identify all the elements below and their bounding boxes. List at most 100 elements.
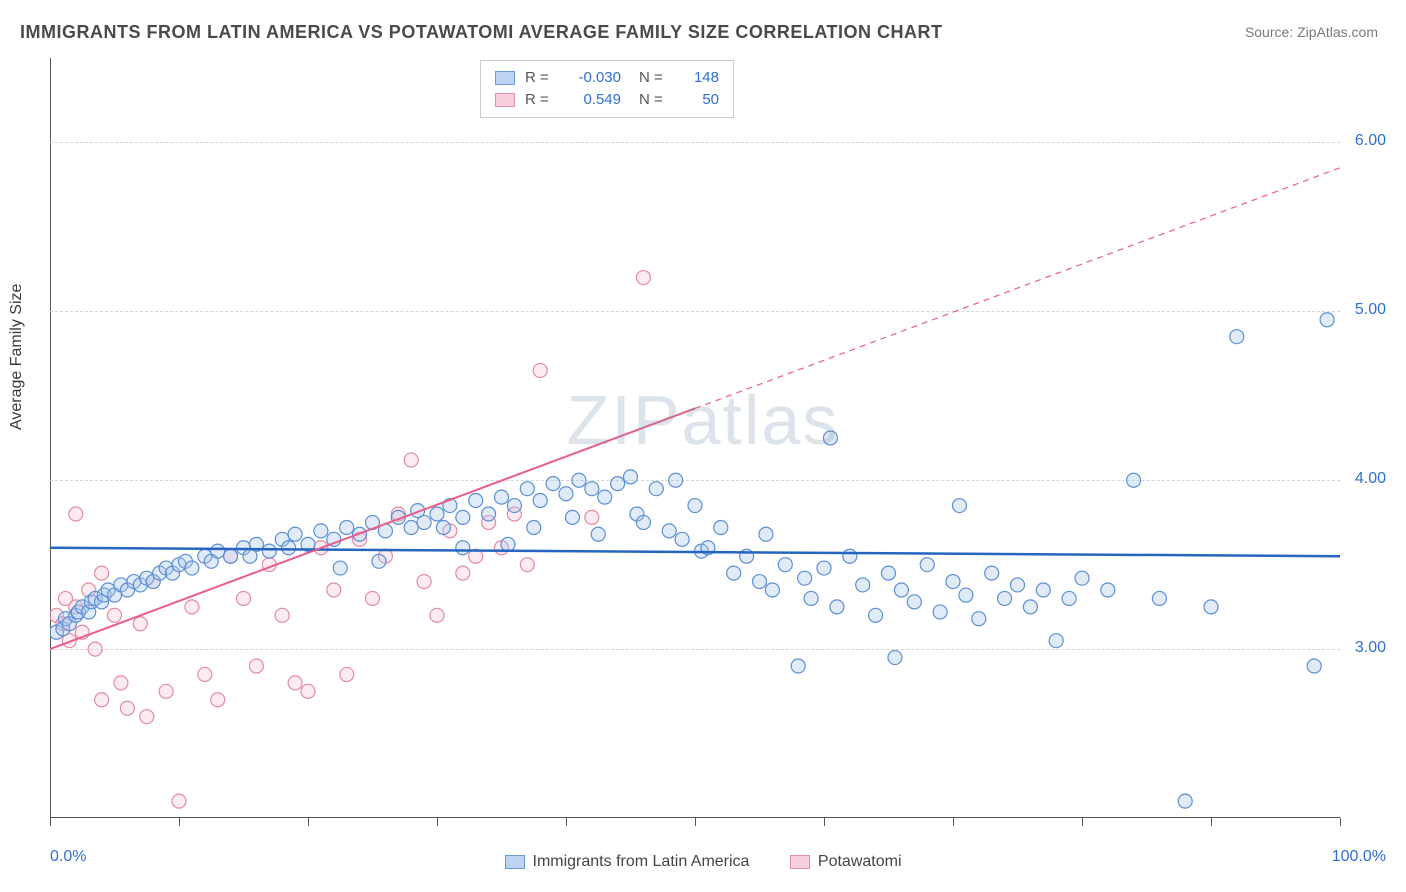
data-point (495, 490, 509, 504)
data-point (649, 482, 663, 496)
data-point (340, 521, 354, 535)
data-point (417, 575, 431, 589)
legend-item-2: Potawatomi (790, 853, 902, 871)
data-point (1049, 634, 1063, 648)
y-tick-label: 6.00 (1355, 132, 1386, 150)
data-point (804, 591, 818, 605)
data-point (430, 608, 444, 622)
data-point (417, 515, 431, 529)
data-point (275, 608, 289, 622)
series-legend: Immigrants from Latin America Potawatomi (0, 853, 1406, 874)
data-point (972, 612, 986, 626)
data-point (430, 507, 444, 521)
data-point (882, 566, 896, 580)
data-point (688, 499, 702, 513)
data-point (185, 561, 199, 575)
data-point (869, 608, 883, 622)
x-tick (1340, 818, 1341, 826)
data-point (262, 544, 276, 558)
x-tick (1082, 818, 1083, 826)
r-value-1: -0.030 (563, 67, 621, 89)
data-point (108, 608, 122, 622)
data-point (482, 507, 496, 521)
legend-label-2: Potawatomi (818, 853, 902, 871)
data-point (591, 527, 605, 541)
data-point (565, 510, 579, 524)
r-label: R = (525, 67, 553, 89)
data-point (894, 583, 908, 597)
data-point (282, 541, 296, 555)
legend-row-series1: R = -0.030 N = 148 (495, 67, 719, 89)
data-point (823, 431, 837, 445)
legend-swatch-pink-bottom (790, 855, 810, 869)
x-tick (437, 818, 438, 826)
data-point (1101, 583, 1115, 597)
data-point (559, 487, 573, 501)
data-point (120, 701, 134, 715)
data-point (249, 659, 263, 673)
data-point (224, 549, 238, 563)
r-value-2: 0.549 (563, 89, 621, 111)
r-label: R = (525, 89, 553, 111)
data-point (959, 588, 973, 602)
data-point (1178, 794, 1192, 808)
data-point (662, 524, 676, 538)
data-point (1011, 578, 1025, 592)
n-label: N = (639, 67, 669, 89)
data-point (598, 490, 612, 504)
data-point (1127, 473, 1141, 487)
data-point (372, 554, 386, 568)
data-point (946, 575, 960, 589)
data-point (501, 537, 515, 551)
x-tick (953, 818, 954, 826)
data-point (856, 578, 870, 592)
data-point (288, 527, 302, 541)
chart-container: IMMIGRANTS FROM LATIN AMERICA VS POTAWAT… (0, 0, 1406, 892)
data-point (669, 473, 683, 487)
data-point (753, 575, 767, 589)
scatter-svg (50, 58, 1340, 818)
data-point (727, 566, 741, 580)
data-point (1204, 600, 1218, 614)
data-point (798, 571, 812, 585)
y-tick-label: 5.00 (1355, 301, 1386, 319)
data-point (520, 482, 534, 496)
legend-label-1: Immigrants from Latin America (533, 853, 750, 871)
data-point (830, 600, 844, 614)
legend-swatch-blue-bottom (505, 855, 525, 869)
data-point (288, 676, 302, 690)
data-point (159, 684, 173, 698)
data-point (985, 566, 999, 580)
data-point (1320, 313, 1334, 327)
data-point (185, 600, 199, 614)
data-point (95, 693, 109, 707)
trend-line-pink-dashed (695, 168, 1340, 409)
y-axis-label: Average Family Size (8, 284, 26, 430)
x-tick (308, 818, 309, 826)
data-point (546, 477, 560, 491)
data-point (314, 524, 328, 538)
x-tick (179, 818, 180, 826)
data-point (572, 473, 586, 487)
y-tick-label: 3.00 (1355, 639, 1386, 657)
chart-title: IMMIGRANTS FROM LATIN AMERICA VS POTAWAT… (20, 22, 943, 43)
n-value-2: 50 (679, 89, 719, 111)
data-point (933, 605, 947, 619)
data-point (533, 493, 547, 507)
data-point (585, 510, 599, 524)
data-point (456, 566, 470, 580)
y-tick-label: 4.00 (1355, 470, 1386, 488)
data-point (340, 667, 354, 681)
data-point (1023, 600, 1037, 614)
data-point (952, 499, 966, 513)
data-point (114, 676, 128, 690)
data-point (198, 667, 212, 681)
data-point (1230, 330, 1244, 344)
source-attribution: Source: ZipAtlas.com (1245, 24, 1378, 40)
data-point (907, 595, 921, 609)
data-point (791, 659, 805, 673)
data-point (998, 591, 1012, 605)
data-point (456, 510, 470, 524)
data-point (88, 642, 102, 656)
legend-item-1: Immigrants from Latin America (505, 853, 750, 871)
